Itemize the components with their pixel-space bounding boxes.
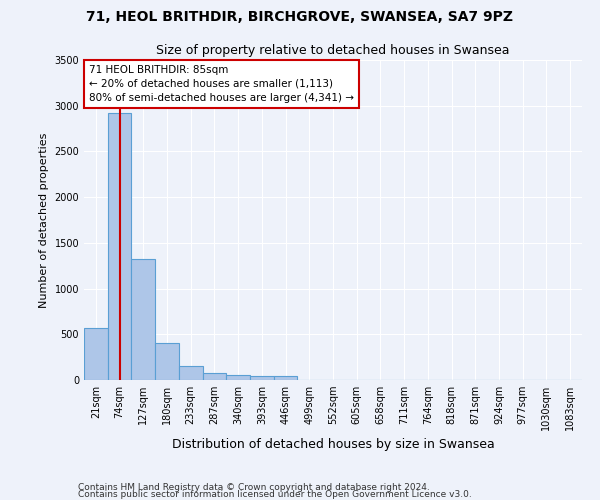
Text: Contains public sector information licensed under the Open Government Licence v3: Contains public sector information licen…: [78, 490, 472, 499]
Y-axis label: Number of detached properties: Number of detached properties: [39, 132, 49, 308]
Bar: [203, 373, 226, 380]
X-axis label: Distribution of detached houses by size in Swansea: Distribution of detached houses by size …: [172, 438, 494, 452]
Text: 71, HEOL BRITHDIR, BIRCHGROVE, SWANSEA, SA7 9PZ: 71, HEOL BRITHDIR, BIRCHGROVE, SWANSEA, …: [86, 10, 514, 24]
Text: Contains HM Land Registry data © Crown copyright and database right 2024.: Contains HM Land Registry data © Crown c…: [78, 484, 430, 492]
Bar: [274, 376, 298, 380]
Bar: [84, 328, 108, 380]
Bar: [108, 113, 131, 380]
Bar: [250, 376, 274, 380]
Bar: [179, 366, 203, 380]
Bar: [226, 375, 250, 380]
Text: 71 HEOL BRITHDIR: 85sqm
← 20% of detached houses are smaller (1,113)
80% of semi: 71 HEOL BRITHDIR: 85sqm ← 20% of detache…: [89, 65, 354, 103]
Bar: [155, 344, 179, 380]
Title: Size of property relative to detached houses in Swansea: Size of property relative to detached ho…: [156, 44, 510, 58]
Bar: [131, 260, 155, 380]
